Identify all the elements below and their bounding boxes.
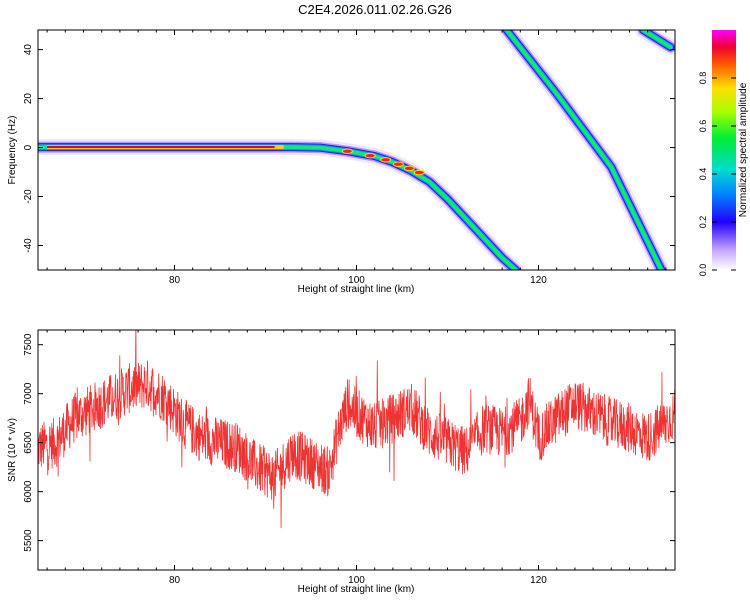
colorbar-label: Normalized spectral amplitude — [738, 82, 749, 217]
spectrogram-main-trace — [38, 141, 522, 270]
snr-frame — [37, 329, 676, 571]
spectrogram-hot-spot — [392, 161, 404, 167]
colorbar-tick-label: 0.8 — [698, 72, 708, 85]
spectrogram-x-label: Height of straight line (km) — [298, 284, 415, 295]
colorbar-tick-label: 0.6 — [698, 120, 708, 133]
spectrogram-y-tick-label: -40 — [23, 238, 34, 253]
spectrogram-x-ticks: 80 100 120 — [46, 30, 667, 286]
snr-y-tick-label: 7500 — [23, 333, 34, 356]
spectrogram-panel: 80 100 120 -40 -20 0 20 40 Height of straight … — [7, 29, 676, 295]
spectrogram-y-tick-label: 20 — [23, 93, 34, 105]
snr-y-ticks: 5500 6000 6500 7000 7500 — [23, 333, 675, 552]
snr-y-tick-label: 6500 — [23, 431, 34, 454]
spectrogram-y-tick-label: -20 — [23, 189, 34, 204]
snr-x-label: Height of straight line (km) — [298, 584, 415, 595]
spectrogram-y-ticks: -40 -20 0 20 40 — [23, 44, 675, 253]
colorbar-tick-label: 0.0 — [698, 264, 708, 277]
spectrogram-hot-spot — [341, 148, 353, 154]
snr-x-tick-label: 100 — [348, 575, 365, 586]
spectrogram-main-trace — [38, 145, 518, 270]
snr-y-label: SNR (10 * v/v) — [7, 418, 18, 482]
snr-y-tick-label: 5500 — [23, 529, 34, 552]
snr-x-tick-label: 120 — [530, 575, 547, 586]
snr-y-tick-label: 7000 — [23, 382, 34, 405]
spectrogram-y-label: Frequency (Hz) — [7, 116, 18, 185]
colorbar-tick-label: 0.4 — [698, 168, 708, 181]
spectrogram-x-tick-label: 120 — [530, 275, 547, 286]
spectrogram-diagonal-trace — [505, 30, 663, 270]
spectrogram-x-tick-label: 100 — [348, 275, 365, 286]
snr-x-ticks: 80 100 120 — [46, 330, 667, 586]
colorbar: 0.0 0.2 0.4 0.6 0.8 Normalized spectral ampl… — [698, 30, 749, 276]
spectrogram-y-tick-label: 0 — [23, 144, 34, 150]
snr-panel: 80 100 120 5500 6000 6500 7000 7500 Height of … — [7, 329, 676, 595]
spectrogram-main-trace — [38, 146, 517, 270]
spectrogram-hot-spot — [380, 157, 392, 163]
snr-y-tick-label: 6000 — [23, 480, 34, 503]
spectrogram-y-tick-label: 40 — [23, 44, 34, 56]
spectrogram-corner-trace — [642, 30, 672, 49]
chart-title: C2E4.2026.011.02.26.G26 — [298, 2, 452, 17]
spectrogram-main-trace — [38, 143, 520, 270]
snr-series-line — [38, 330, 675, 529]
colorbar-gradient — [712, 30, 736, 270]
spectrogram-x-tick-label: 80 — [169, 275, 181, 286]
spectrogram-hot-spot — [364, 152, 376, 159]
spectrogram-hot-spot — [403, 165, 415, 172]
snr-x-tick-label: 80 — [169, 575, 181, 586]
colorbar-tick-label: 0.2 — [698, 216, 708, 229]
colorbar-ticks: 0.0 0.2 0.4 0.6 0.8 — [698, 72, 736, 277]
spectrogram-traces — [38, 30, 675, 270]
spectrogram-hot-spot — [413, 169, 425, 176]
spectrogram-main-trace — [38, 144, 519, 270]
spectrogram-main-trace — [38, 139, 524, 270]
